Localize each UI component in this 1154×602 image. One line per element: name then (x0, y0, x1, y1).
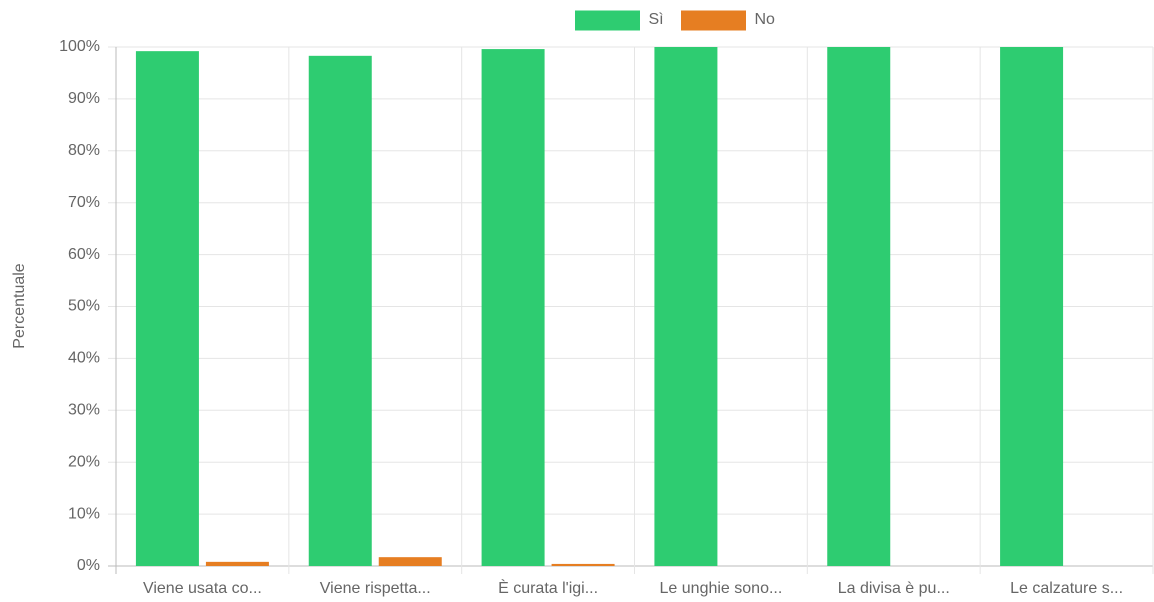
y-tick-label: 90% (68, 90, 100, 107)
bar (551, 563, 615, 566)
x-tick-label: La divisa è pu... (838, 580, 950, 597)
legend-swatch (680, 9, 747, 32)
y-axis-title: Percentuale (11, 263, 28, 348)
legend-label: No (755, 11, 776, 28)
x-tick-label: Le unghie sono... (660, 580, 783, 597)
legend-swatch (574, 9, 641, 32)
bar (135, 51, 199, 567)
y-tick-label: 20% (68, 453, 100, 470)
y-tick-label: 80% (68, 142, 100, 159)
legend: Sì No (574, 9, 776, 32)
y-tick-label: 70% (68, 194, 100, 211)
y-tick-label: 100% (59, 38, 100, 55)
x-tick-label: Viene usata co... (143, 580, 262, 597)
bar (827, 47, 891, 566)
bar (308, 55, 372, 567)
x-tick-label: Le calzature s... (1010, 580, 1123, 597)
y-tick-label: 50% (68, 298, 100, 315)
x-tick-label: Viene rispetta... (320, 580, 431, 597)
y-tick-label: 10% (68, 505, 100, 522)
bar (654, 47, 718, 566)
y-tick-label: 30% (68, 402, 100, 419)
y-tick-label: 0% (77, 557, 100, 574)
legend-label: Sì (649, 11, 664, 28)
bar (481, 49, 545, 567)
y-tick-label: 60% (68, 246, 100, 263)
bar (205, 561, 269, 566)
bar (378, 557, 442, 566)
bar (1000, 47, 1064, 566)
x-tick-label: È curata l'igi... (498, 578, 598, 597)
y-tick-label: 40% (68, 350, 100, 367)
